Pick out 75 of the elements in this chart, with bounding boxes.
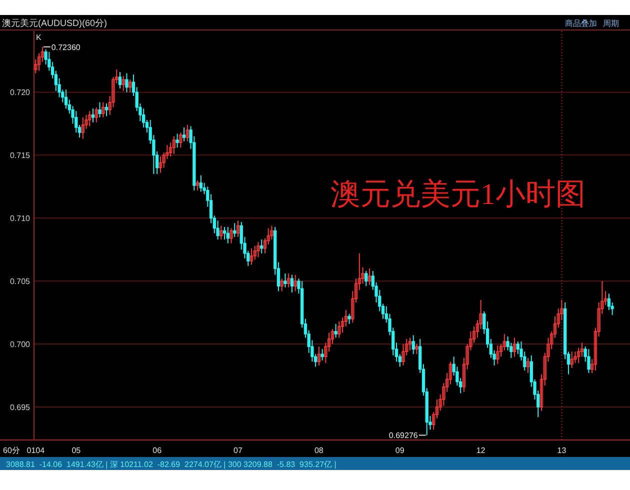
candlestick <box>179 132 182 148</box>
candlestick <box>320 348 324 361</box>
candlestick <box>196 180 200 191</box>
x-tick-label: 06 <box>152 446 162 455</box>
candlestick <box>236 220 240 238</box>
candlestick <box>182 126 186 142</box>
candlestick <box>98 102 102 118</box>
candlestick <box>412 334 415 355</box>
text: 商品叠加 <box>565 19 597 28</box>
text: 60分 <box>3 446 20 455</box>
candlestick <box>348 313 351 324</box>
x-tick-label: 09 <box>395 446 405 455</box>
y-tick-label: 0.700 <box>10 340 31 350</box>
candlestick <box>118 72 122 89</box>
candlestick <box>577 347 580 364</box>
candlestick <box>122 75 125 92</box>
candlestick <box>81 116 84 140</box>
candlestick <box>512 337 516 358</box>
x-tick-label: 05 <box>72 446 82 455</box>
text: 3088.81 -14.06 1491.43亿 | 深 10211.02 -82.69 2274.07亿 | 300 3209.88 -5.83 935.27亿 | <box>6 460 336 469</box>
candlestick <box>172 136 176 154</box>
y-tick-label: 0.710 <box>10 214 31 224</box>
candlestick <box>587 348 590 374</box>
text: 周期 <box>603 19 619 28</box>
candlestick <box>253 245 256 260</box>
candlestick <box>233 222 236 238</box>
candlestick <box>220 225 223 240</box>
candlestick <box>287 273 290 288</box>
annotation: 0.69276 <box>388 431 418 440</box>
chart-title: 澳元美元(AUDUSD)(60分) <box>2 18 108 28</box>
y-tick-label: 0.695 <box>10 403 31 412</box>
candlestick <box>104 103 108 117</box>
candlestick <box>250 248 254 266</box>
annotation: K <box>36 33 42 42</box>
candlestick <box>199 174 202 192</box>
x-tick-label: 08 <box>314 446 324 455</box>
candlestick <box>415 344 418 355</box>
candlestick <box>158 156 162 174</box>
y-tick-label: 0.715 <box>10 151 31 160</box>
y-tick-label: 0.720 <box>10 88 31 98</box>
candlestick <box>226 226 230 244</box>
candlestick <box>91 108 95 123</box>
candlestick <box>230 228 233 244</box>
x-tick-label: 0104 <box>26 446 46 455</box>
candlestick <box>102 102 105 118</box>
candlestick <box>125 72 128 93</box>
candlestick <box>368 268 372 286</box>
candlestick <box>294 274 297 292</box>
candlestick <box>290 274 294 293</box>
candlestick <box>364 270 368 287</box>
candlestick <box>338 320 341 338</box>
candlestick <box>222 226 226 240</box>
candlestick <box>317 346 321 366</box>
candlestick <box>176 133 179 148</box>
candlestick <box>284 273 287 288</box>
text: 澳元兑美元1小时图 <box>330 178 586 211</box>
candlestick <box>334 323 338 338</box>
candlestick <box>128 79 132 93</box>
candlestick <box>256 242 260 258</box>
candlestick <box>280 278 284 292</box>
candlestick <box>88 110 92 127</box>
candlestick <box>260 239 264 254</box>
candlestick <box>270 225 274 240</box>
annotation: 0.72360 <box>51 42 81 52</box>
x-tick-label: 12 <box>476 446 486 455</box>
candlestick <box>94 106 98 123</box>
candlestick <box>526 357 530 374</box>
candlestick <box>186 124 190 142</box>
candlestick <box>64 89 68 110</box>
y-tick-label: 0.705 <box>10 277 31 286</box>
x-tick-label: 07 <box>234 446 244 455</box>
candlestick <box>607 293 611 311</box>
x-tick-label: 13 <box>557 446 567 455</box>
candlestick <box>570 351 574 368</box>
candlestick <box>496 344 500 365</box>
